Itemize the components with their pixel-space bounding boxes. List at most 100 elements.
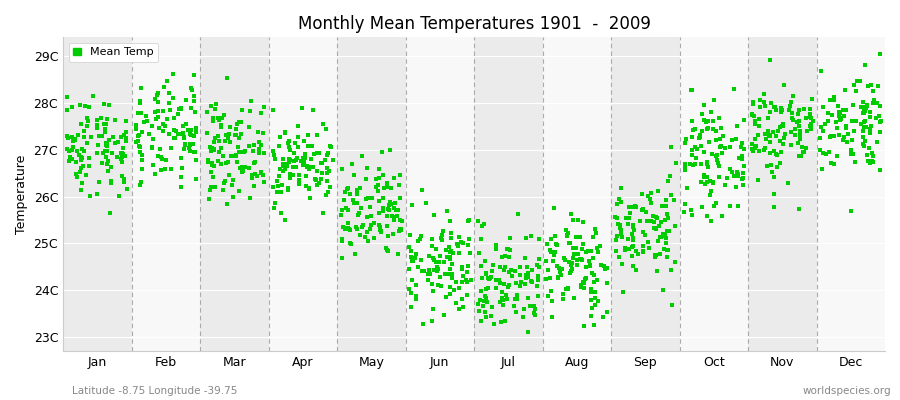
Point [247, 148, 261, 154]
Point [156, 128, 170, 134]
Point [805, 96, 819, 102]
Point [280, 160, 294, 167]
Point [200, 108, 214, 115]
Point [338, 226, 352, 232]
Point [861, 82, 876, 89]
Point [498, 318, 512, 324]
Point [461, 242, 475, 248]
Point [521, 295, 535, 301]
Point [205, 160, 220, 166]
Point [281, 187, 295, 193]
Point [436, 258, 451, 265]
Point [796, 106, 811, 112]
Point [710, 156, 724, 163]
Point [546, 258, 561, 265]
Point [429, 264, 444, 271]
Point [513, 283, 527, 289]
Point [369, 184, 383, 190]
Point [625, 243, 639, 250]
Point [432, 258, 446, 265]
Point [849, 88, 863, 94]
Point [119, 135, 133, 142]
Point [99, 140, 113, 146]
Point [636, 248, 651, 254]
Point [653, 218, 668, 225]
Point [759, 136, 773, 142]
Point [593, 261, 608, 268]
Point [649, 252, 663, 258]
Point [660, 247, 674, 254]
Point [387, 217, 401, 223]
Point [709, 128, 724, 134]
Point [295, 105, 310, 111]
Point [547, 204, 562, 211]
Point [270, 183, 284, 189]
Point [266, 152, 281, 158]
Point [156, 121, 170, 128]
Point [146, 162, 160, 168]
Point [71, 152, 86, 158]
Bar [611, 37, 680, 351]
Point [254, 110, 268, 117]
Point [226, 194, 240, 201]
Point [216, 186, 230, 193]
Point [282, 158, 296, 165]
Point [117, 178, 131, 185]
Point [355, 153, 369, 159]
Point [772, 124, 787, 130]
Point [864, 122, 878, 129]
Point [662, 228, 677, 235]
Point [748, 117, 762, 124]
Point [455, 273, 470, 280]
Point [698, 174, 712, 180]
Point [860, 102, 874, 109]
Point [230, 126, 244, 132]
Point [658, 217, 672, 223]
Point [544, 314, 559, 320]
Point [437, 271, 452, 277]
Point [266, 148, 281, 154]
Point [504, 267, 518, 274]
Point [225, 182, 239, 188]
Point [297, 158, 311, 165]
Point [704, 188, 718, 194]
Point [274, 210, 288, 216]
Point [82, 104, 96, 110]
Point [290, 155, 304, 161]
Point [234, 130, 248, 137]
Point [132, 181, 147, 188]
Point [777, 135, 791, 141]
Point [830, 153, 844, 160]
Point [301, 164, 315, 170]
Point [611, 221, 625, 228]
Point [200, 130, 214, 136]
Point [298, 155, 312, 162]
Point [98, 140, 112, 146]
Point [429, 265, 444, 271]
Point [229, 152, 243, 158]
Point [735, 140, 750, 146]
Point [80, 123, 94, 129]
Point [409, 293, 423, 299]
Point [65, 156, 79, 162]
Point [476, 298, 491, 304]
Point [130, 138, 145, 144]
Point [711, 160, 725, 167]
Point [843, 150, 858, 157]
Point [65, 147, 79, 153]
Point [866, 152, 880, 159]
Point [355, 224, 369, 230]
Point [790, 140, 805, 146]
Point [444, 230, 458, 236]
Point [824, 160, 838, 166]
Point [248, 158, 262, 165]
Point [762, 57, 777, 63]
Point [518, 306, 532, 312]
Point [187, 93, 202, 99]
Point [443, 256, 457, 262]
Point [849, 118, 863, 124]
Point [641, 193, 655, 200]
Point [474, 236, 489, 242]
Point [90, 122, 104, 128]
Point [600, 280, 615, 286]
